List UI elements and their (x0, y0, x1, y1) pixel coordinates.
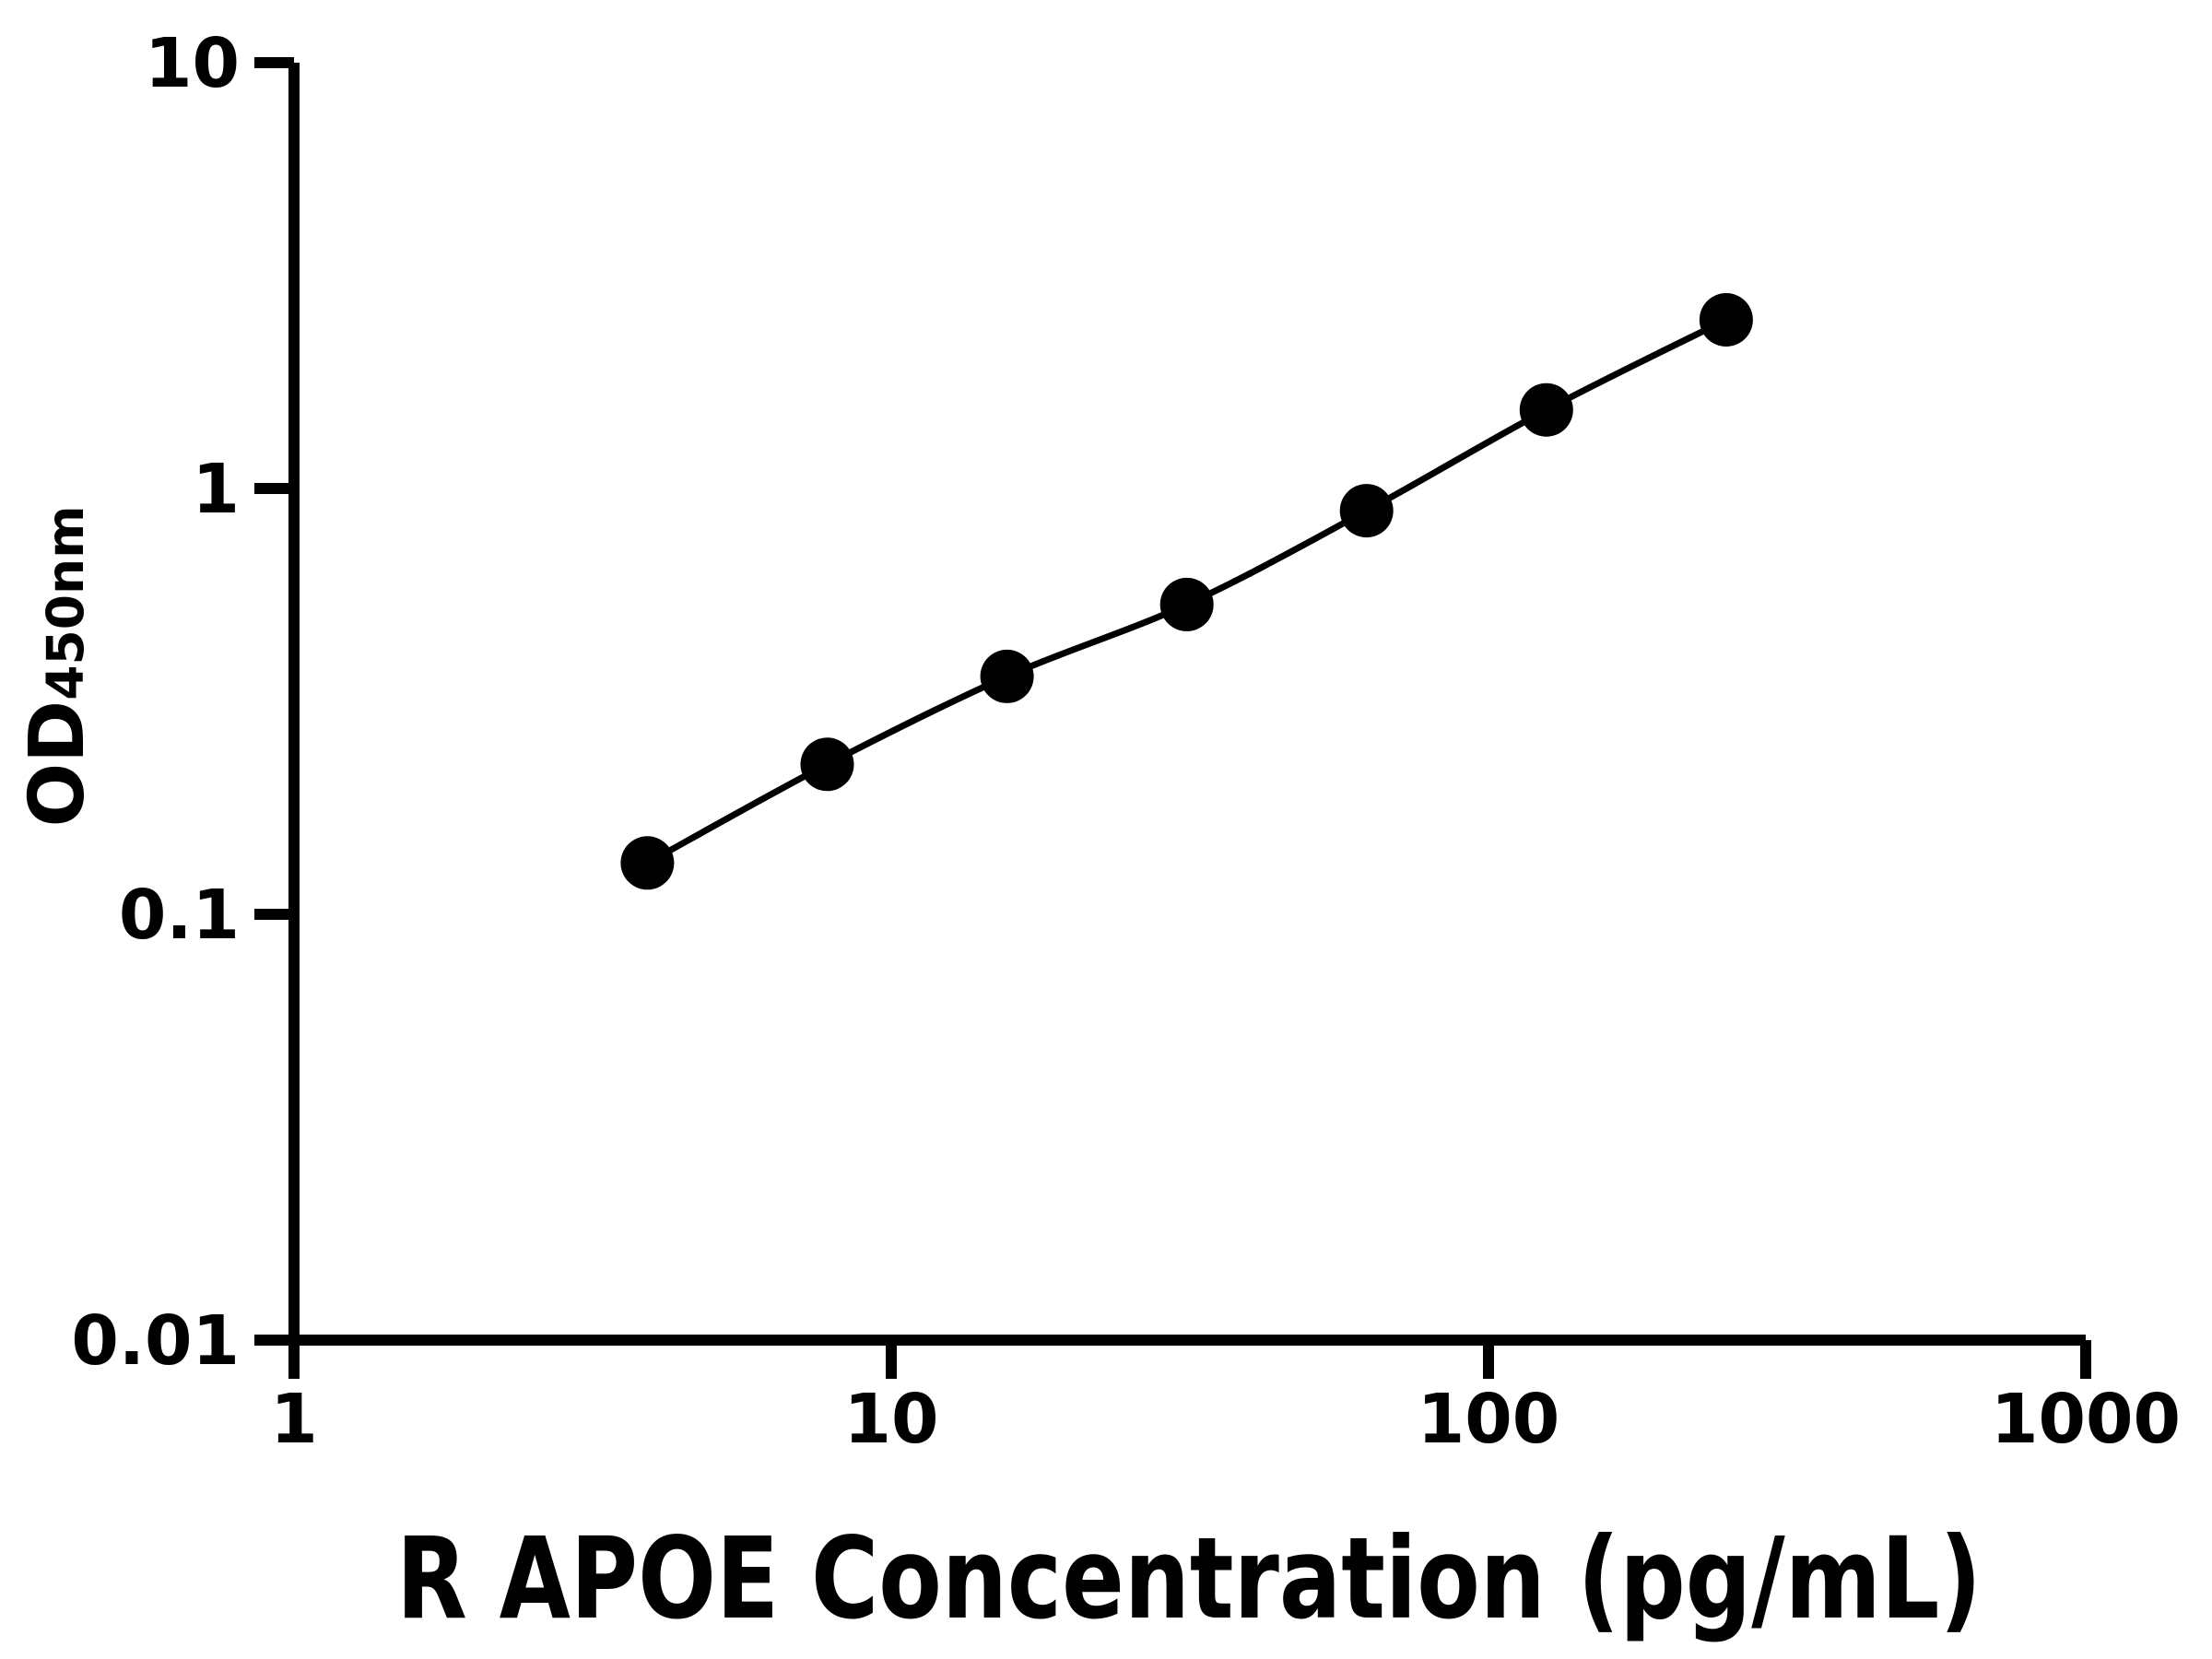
x-axis-ticks (288, 1340, 2091, 1379)
y-axis-title-subscript: 450nm (36, 505, 95, 700)
axis-lines (288, 63, 2086, 1346)
data-point (1339, 484, 1394, 538)
y-axis-ticks (254, 57, 294, 1346)
x-tick-label: 1000 (1991, 1380, 2181, 1459)
y-tick-label: 0.1 (119, 876, 240, 955)
x-axis-tick-labels: 1 10 100 1000 (270, 1380, 2181, 1459)
data-point (620, 836, 675, 890)
axes: 1 10 100 1000 0.01 0.1 1 10 (71, 24, 2181, 1459)
x-tick-label: 10 (844, 1380, 939, 1459)
y-tick-label: 10 (145, 24, 240, 103)
y-axis-title-main: OD (14, 700, 101, 828)
y-tick-label: 1 (193, 450, 241, 529)
data-point (800, 737, 854, 792)
y-axis-title: OD450nm (14, 505, 101, 827)
x-axis-title: R APOE Concentration (pg/mL) (396, 1513, 1982, 1644)
data-point (980, 649, 1034, 703)
data-point (1159, 577, 1214, 631)
data-points (620, 293, 1753, 890)
data-point (1519, 382, 1573, 437)
data-point (1699, 293, 1753, 347)
y-tick-label: 0.01 (71, 1301, 240, 1381)
x-tick-label: 1 (270, 1380, 318, 1459)
y-axis-tick-labels: 0.01 0.1 1 10 (71, 24, 240, 1381)
x-tick-label: 100 (1418, 1380, 1559, 1459)
